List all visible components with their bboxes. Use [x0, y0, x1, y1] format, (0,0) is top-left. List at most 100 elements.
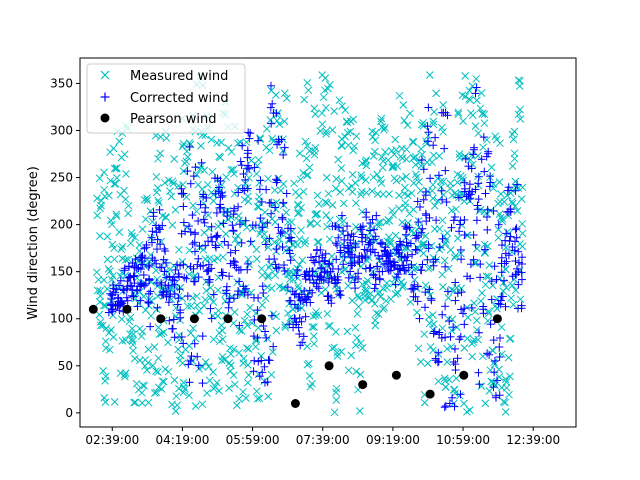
measured-point	[461, 72, 470, 80]
measured-point	[235, 348, 243, 357]
measured-point	[132, 379, 141, 388]
measured-point	[406, 109, 414, 118]
measured-point	[460, 344, 469, 352]
measured-point	[140, 381, 149, 390]
corrected-point	[208, 237, 217, 246]
measured-point	[414, 344, 423, 353]
measured-point	[488, 281, 497, 290]
measured-point	[189, 201, 197, 210]
measured-point	[215, 337, 224, 346]
corrected-point	[234, 188, 243, 197]
corrected-point	[186, 228, 195, 236]
measured-point	[314, 200, 323, 208]
measured-point	[112, 164, 121, 173]
measured-point	[198, 363, 207, 371]
measured-point	[501, 398, 509, 407]
corrected-point	[145, 261, 154, 270]
measured-point	[455, 391, 464, 400]
measured-point	[227, 350, 235, 358]
measured-point	[480, 240, 489, 249]
measured-point	[146, 251, 155, 259]
measured-point	[447, 326, 456, 335]
measured-point	[448, 315, 457, 324]
measured-point	[179, 140, 188, 148]
corrected-point	[159, 255, 168, 264]
measured-point	[109, 272, 117, 280]
measured-point	[257, 264, 266, 273]
measured-point	[343, 128, 352, 137]
measured-point	[281, 323, 290, 332]
corrected-point	[148, 227, 157, 236]
corrected-point	[145, 274, 153, 283]
measured-point	[206, 283, 215, 292]
measured-point	[505, 390, 513, 399]
measured-point	[432, 89, 440, 98]
measured-point	[96, 232, 104, 240]
measured-point	[438, 216, 447, 225]
measured-point	[272, 91, 280, 99]
legend-label-corrected: Corrected wind	[130, 91, 229, 106]
measured-point	[361, 296, 369, 304]
corrected-point	[174, 294, 183, 303]
measured-point	[313, 191, 322, 200]
measured-point	[144, 345, 153, 354]
measured-point	[182, 147, 191, 156]
measured-point	[131, 398, 140, 407]
measured-point	[460, 399, 468, 408]
measured-point	[109, 333, 118, 341]
measured-point	[494, 225, 503, 234]
corrected-point	[225, 272, 234, 281]
measured-point	[351, 179, 360, 187]
corrected-point	[206, 304, 215, 313]
measured-point	[105, 191, 113, 200]
measured-point	[176, 283, 185, 292]
measured-point	[395, 191, 403, 200]
measured-point	[398, 174, 407, 183]
measured-point	[461, 92, 470, 101]
measured-point	[303, 141, 312, 150]
measured-point	[256, 229, 264, 238]
measured-point	[324, 322, 333, 331]
measured-point	[428, 311, 437, 319]
measured-point	[344, 366, 353, 375]
measured-point	[188, 293, 197, 302]
measured-point	[488, 346, 497, 355]
corrected-point	[149, 212, 158, 221]
measured-point	[207, 188, 216, 197]
measured-point	[319, 93, 328, 102]
measured-point	[253, 161, 262, 170]
measured-point	[497, 190, 505, 198]
measured-point	[349, 146, 358, 155]
measured-point	[201, 358, 210, 366]
corrected-point	[109, 284, 118, 293]
measured-point	[372, 309, 381, 318]
x-tick-label: 07:39:00	[296, 433, 350, 447]
measured-point	[112, 210, 121, 219]
measured-point	[113, 174, 121, 182]
measured-point	[465, 95, 473, 103]
measured-point	[501, 408, 510, 416]
measured-point	[234, 183, 242, 192]
measured-point	[391, 290, 400, 298]
measured-point	[167, 192, 176, 201]
measured-point	[353, 309, 362, 318]
measured-point	[148, 217, 157, 226]
measured-point	[409, 205, 418, 214]
measured-point	[273, 116, 281, 125]
measured-point	[124, 209, 132, 218]
corrected-point	[201, 241, 210, 250]
corrected-point	[153, 303, 162, 312]
measured-point	[497, 323, 506, 332]
measured-point	[120, 150, 129, 159]
measured-point	[130, 398, 138, 407]
y-axis-label: Wind direction (degree)	[26, 166, 41, 320]
pearson-point	[156, 314, 166, 324]
corrected-point	[182, 274, 191, 283]
pearson-point	[459, 370, 469, 380]
measured-point	[509, 300, 518, 309]
measured-point	[439, 283, 447, 291]
corrected-point	[162, 273, 171, 282]
corrected-point	[188, 240, 197, 248]
measured-point	[169, 179, 178, 188]
measured-point	[225, 384, 233, 392]
